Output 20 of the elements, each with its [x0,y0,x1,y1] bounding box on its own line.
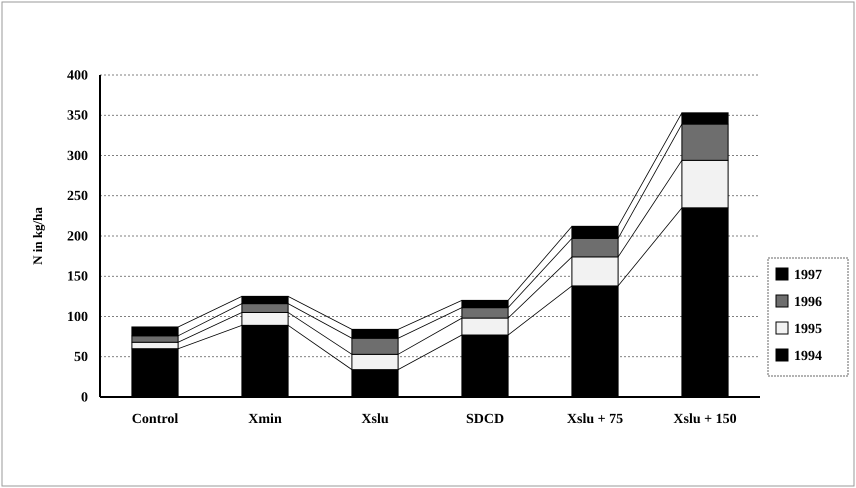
y-tick-label: 150 [67,270,88,285]
x-tick-label: Xslu [361,412,389,427]
x-tick-label: Xmin [248,412,282,427]
y-tick-label: 200 [67,229,88,244]
y-tick-label: 250 [67,189,88,204]
x-tick-label: SDCD [466,412,504,427]
legend-label: 1997 [794,268,822,283]
y-tick-label: 0 [81,390,88,406]
legend-label: 1996 [794,295,822,310]
y-tick-label: 100 [67,310,88,325]
x-tick-label: Control [132,412,178,427]
y-tick-label: 300 [67,148,88,164]
y-tick-label: 400 [67,68,88,84]
legend-label: 1995 [794,322,822,337]
x-tick-label: Xslu + 75 [566,412,624,427]
legend-label: 1994 [794,349,822,364]
y-tick-label: 50 [74,350,88,366]
y-tick-label: 350 [67,108,88,124]
y-axis-title: N in kg/ha [30,206,45,265]
x-tick-label: Xslu + 150 [673,412,737,427]
